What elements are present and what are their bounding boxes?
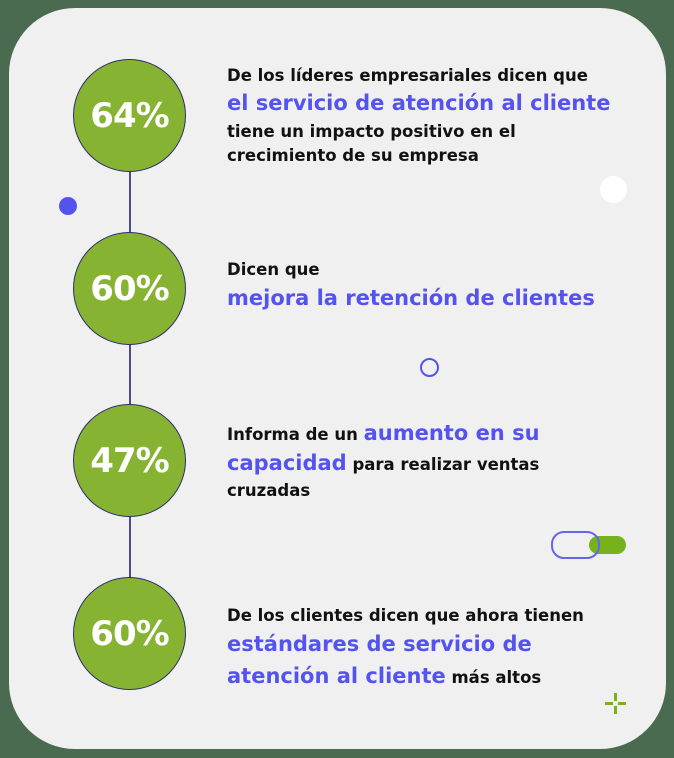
stat-description-1: De los líderes empresariales dicen que e… [227, 64, 610, 168]
text-line: Dicen que [227, 258, 595, 282]
stat-description-3: Informa de un aumento en su capacidad pa… [227, 419, 540, 503]
text-plain: cruzadas [227, 481, 311, 500]
text-line: atención al cliente más altos [227, 661, 584, 693]
text-line: capacidad para realizar ventas [227, 449, 540, 479]
text-plain: Informa de un [227, 425, 364, 444]
white-dot-decoration [600, 176, 627, 203]
stat-percent: 64% [90, 95, 169, 136]
stat-circle-4: 60% [73, 577, 186, 690]
text-line: De los clientes dicen que ahora tienen [227, 603, 584, 629]
text-plain: tiene un impacto positivo en el [227, 122, 516, 141]
text-line: estándares de servicio de [227, 629, 584, 661]
outline-pill-decoration [551, 531, 600, 559]
timeline-connector [128, 517, 131, 578]
stat-description-2: Dicen que mejora la retención de cliente… [227, 258, 595, 316]
text-plain: De los clientes dicen que ahora tienen [227, 606, 584, 625]
text-line: crecimiento de su empresa [227, 144, 610, 168]
purple-ring-decoration [420, 358, 439, 377]
stat-percent: 60% [90, 268, 169, 309]
stat-circle-1: 64% [73, 59, 186, 172]
text-plain: más altos [445, 668, 542, 687]
text-plain: crecimiento de su empresa [227, 146, 479, 165]
stat-circle-3: 47% [73, 404, 186, 517]
stat-description-4: De los clientes dicen que ahora tienen e… [227, 603, 584, 693]
text-highlight: estándares de servicio de [227, 632, 532, 656]
text-line: De los líderes empresariales dicen que [227, 64, 610, 88]
blue-dot-decoration [59, 197, 77, 215]
text-line: cruzadas [227, 479, 540, 503]
stat-circle-2: 60% [73, 232, 186, 345]
stat-percent: 60% [90, 613, 169, 654]
text-highlight: mejora la retención de clientes [227, 286, 595, 310]
text-highlight: el servicio de atención al cliente [227, 91, 611, 115]
text-plain: para realizar ventas [346, 455, 540, 474]
text-line: tiene un impacto positivo en el [227, 120, 610, 144]
plus-icon [605, 693, 626, 714]
text-highlight: atención al cliente [227, 664, 446, 688]
text-plain: De los líderes empresariales dicen que [227, 66, 588, 85]
text-highlight: aumento en su [363, 421, 540, 445]
stat-percent: 47% [90, 440, 169, 481]
text-plain: Dicen que [227, 260, 320, 279]
text-line: mejora la retención de clientes [227, 282, 595, 316]
timeline-connector [128, 172, 131, 232]
text-line: Informa de un aumento en su [227, 419, 540, 449]
text-line: el servicio de atención al cliente [227, 88, 610, 120]
timeline-connector [128, 345, 131, 405]
text-highlight: capacidad [227, 451, 347, 475]
